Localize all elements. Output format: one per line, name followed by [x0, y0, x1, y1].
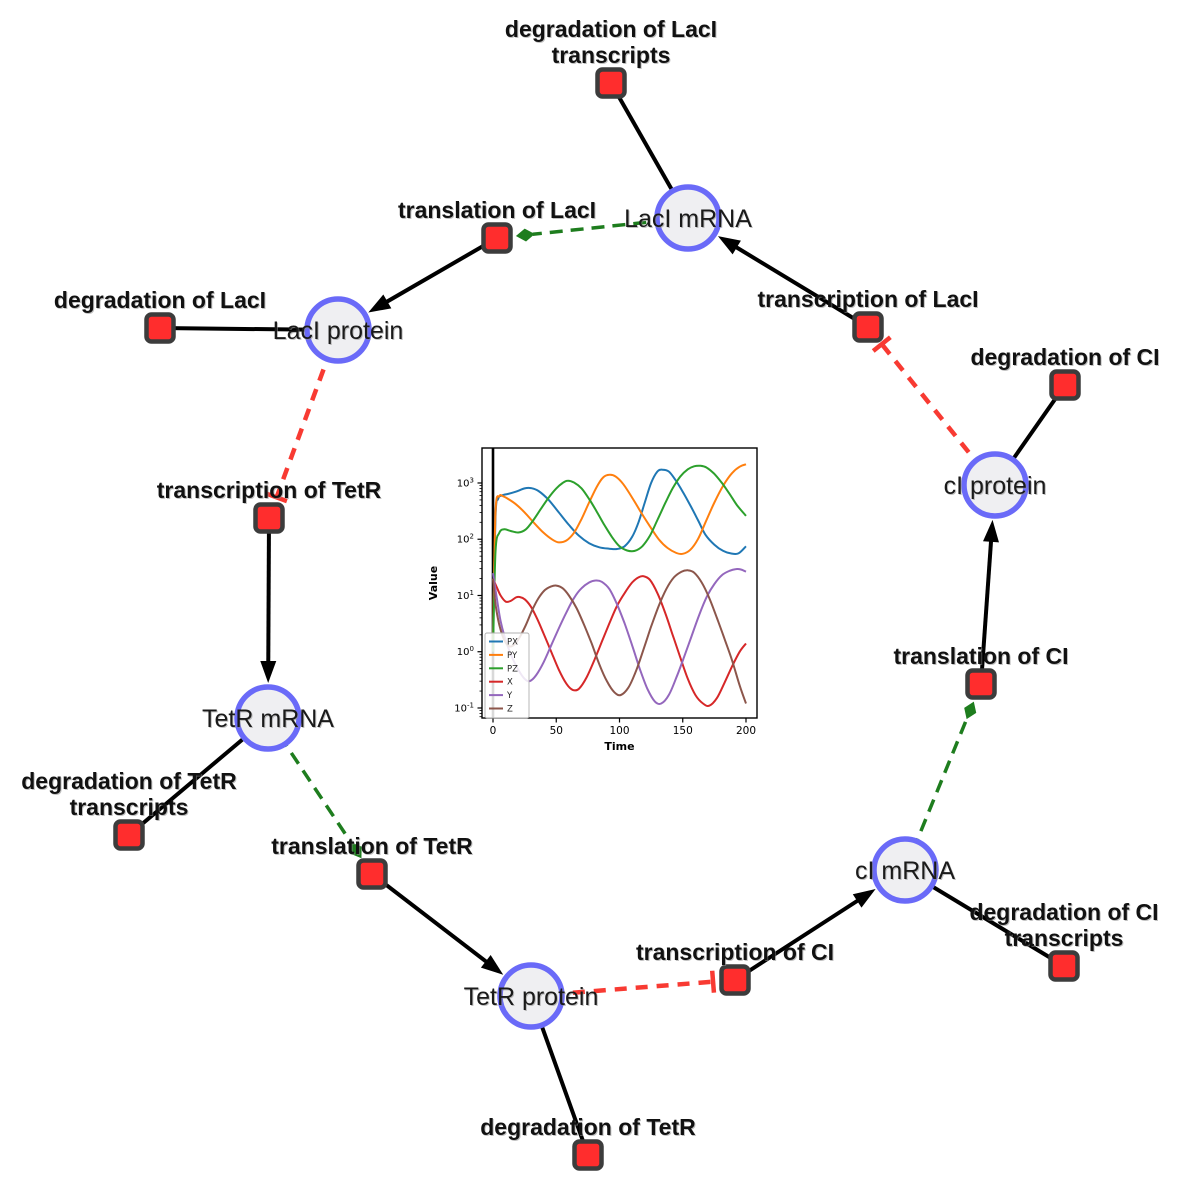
reaction-label-deg-tetr-tx: transcripts [70, 794, 189, 820]
arrowhead-icon [368, 294, 392, 313]
inset-timeseries-chart: 0 50 100 150 20010-1100101102103PXPYPZXYZTim… [425, 430, 775, 765]
x-tick-label: 150 [673, 725, 693, 737]
x-tick-label: 200 [736, 725, 756, 737]
reaction-label-tx-laci: transcription of LacI [757, 286, 978, 312]
labels-layer: degradation of LacItranscriptstranslatio… [21, 16, 1159, 1140]
arrowhead-icon [717, 236, 741, 255]
reaction-node-deg-ci-tx [1048, 950, 1080, 982]
inhibition-tee-icon [709, 970, 717, 993]
catalysis-diamond-icon [515, 228, 535, 242]
species-label-tetr-protein: TetR protein [464, 983, 599, 1011]
species-node-laci-mrna [654, 184, 722, 252]
reaction-node-tl-tetr [356, 858, 388, 890]
species-node-ci-protein [961, 451, 1029, 519]
inhibition-tee-icon [265, 491, 288, 504]
reaction-label-tl-laci: translation of LacI [398, 197, 596, 223]
reaction-node-deg-laci-tx [595, 67, 627, 99]
legend-label-py: PY [507, 651, 518, 661]
inhibition-tee-icon [871, 335, 892, 353]
series-line-x [492, 575, 747, 707]
reaction-node-tx-laci [852, 311, 884, 343]
edge-production-tx-tetr-tetr-mrna [260, 517, 277, 684]
reaction-label-deg-ci: degradation of CI [970, 344, 1159, 370]
x-tick-label: 100 [609, 725, 629, 737]
axes-frame [481, 447, 758, 719]
species-node-laci-protein [304, 296, 372, 364]
reaction-label-deg-tetr: degradation of TetR [480, 1114, 696, 1140]
reaction-label-deg-tetr-tx: degradation of TetR [21, 768, 237, 794]
x-axis-label: Time [604, 740, 634, 753]
x-tick-label: 0 [490, 725, 497, 737]
reaction-label-tx-tetr: transcription of TetR [157, 477, 382, 503]
species-node-ci-mrna [871, 836, 939, 904]
reaction-label-tl-tetr: translation of TetR [271, 833, 473, 859]
legend-label-z: Z [507, 705, 513, 715]
reaction-node-deg-ci [1049, 369, 1081, 401]
species-label-laci-protein: LacI protein [273, 317, 404, 345]
arrowhead-icon [480, 954, 504, 975]
reaction-label-deg-laci-tx: degradation of LacI [505, 16, 717, 42]
species-label-laci-mrna: LacI mRNA [624, 205, 752, 233]
y-axis-label: Value [427, 566, 440, 600]
edge-production-tx-laci-laci-mrna [717, 236, 870, 329]
species-label-tetr-mrna: TetR mRNA [202, 705, 334, 733]
legend-label-pz: PZ [507, 664, 518, 674]
reaction-node-tx-tetr [253, 502, 285, 534]
series-line-px [492, 468, 747, 635]
reaction-node-deg-tetr [572, 1139, 604, 1171]
reaction-label-tx-ci: transcription of CI [636, 939, 834, 965]
edge-production-tx-ci-ci-mrna [733, 889, 876, 982]
reaction-label-deg-ci-tx: transcripts [1005, 925, 1124, 951]
edge-production-tl-ci-ci-protein [979, 519, 999, 685]
catalysis-diamond-icon [350, 842, 362, 859]
edge-production-tl-tetr-tetr-protein [370, 872, 504, 975]
x-tick-label: 50 [550, 725, 563, 737]
chart-background [425, 430, 775, 765]
legend-label-x: X [507, 678, 513, 688]
chart-series [492, 463, 747, 707]
arrowhead-icon [852, 889, 876, 908]
catalysis-diamond-icon [964, 701, 977, 720]
reaction-node-tl-laci [481, 222, 513, 254]
series-line-pz [492, 464, 747, 652]
legend-label-px: PX [507, 638, 518, 648]
reaction-node-tl-ci [965, 668, 997, 700]
species-label-ci-protein: cI protein [944, 472, 1047, 500]
species-node-tetr-mrna [234, 684, 302, 752]
arrowhead-icon [260, 660, 277, 684]
species-label-ci-mrna: cI mRNA [855, 857, 955, 885]
reaction-node-deg-laci [144, 312, 176, 344]
reaction-node-deg-tetr-tx [113, 819, 145, 851]
reaction-label-deg-laci-tx: transcripts [552, 42, 671, 68]
chart-legend: PX PY PZ XYZ [484, 632, 530, 719]
reaction-label-deg-laci: degradation of LacI [54, 287, 266, 313]
reaction-label-deg-ci-tx: degradation of CI [969, 899, 1158, 925]
arrowhead-icon [983, 519, 999, 543]
reaction-node-tx-ci [719, 964, 751, 996]
nodes-layer [113, 67, 1081, 1171]
legend-label-y: Y [506, 691, 513, 701]
edge-production-tl-laci-laci-protein [368, 236, 499, 313]
series-line-py [492, 463, 747, 642]
reaction-label-tl-ci: translation of CI [893, 643, 1068, 669]
species-node-tetr-protein [497, 962, 565, 1030]
